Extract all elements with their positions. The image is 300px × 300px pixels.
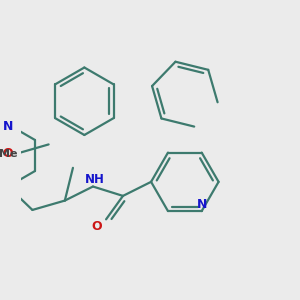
Text: O: O — [92, 220, 102, 233]
Text: N: N — [196, 198, 207, 211]
Text: O: O — [2, 147, 13, 160]
Text: Me: Me — [0, 149, 17, 159]
Text: N: N — [3, 120, 13, 133]
Text: NH: NH — [85, 173, 105, 187]
